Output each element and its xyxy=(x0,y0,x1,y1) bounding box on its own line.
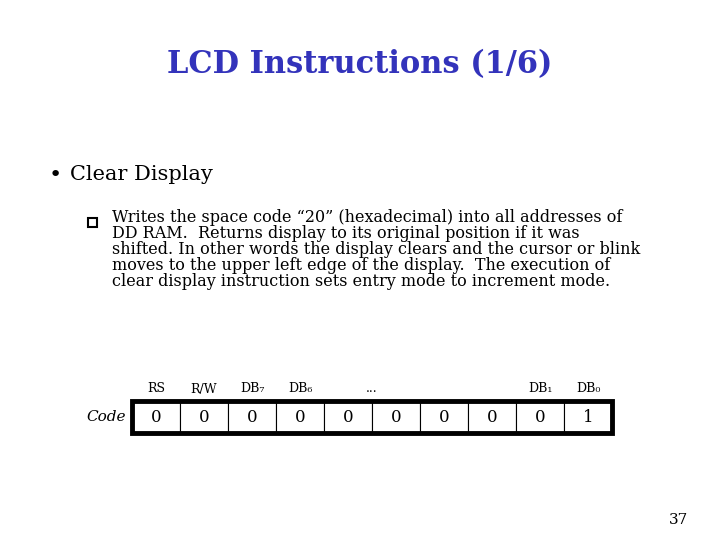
Text: 0: 0 xyxy=(391,408,401,426)
Text: •: • xyxy=(48,165,62,185)
Text: Clear Display: Clear Display xyxy=(70,165,213,185)
Text: shifted. In other words the display clears and the cursor or blink: shifted. In other words the display clea… xyxy=(112,241,640,259)
Text: 0: 0 xyxy=(294,408,305,426)
Text: DB₇: DB₇ xyxy=(240,382,264,395)
Text: 0: 0 xyxy=(535,408,545,426)
Bar xyxy=(420,401,468,433)
Text: DB₁: DB₁ xyxy=(528,382,552,395)
Text: ...: ... xyxy=(366,382,378,395)
Bar xyxy=(132,401,612,433)
Text: clear display instruction sets entry mode to increment mode.: clear display instruction sets entry mod… xyxy=(112,273,610,291)
Bar xyxy=(180,401,228,433)
Bar xyxy=(468,401,516,433)
Text: 37: 37 xyxy=(668,513,688,527)
Bar xyxy=(228,401,276,433)
Text: LCD Instructions (1/6): LCD Instructions (1/6) xyxy=(167,50,553,80)
Bar xyxy=(372,401,420,433)
Text: RS: RS xyxy=(147,382,165,395)
Text: moves to the upper left edge of the display.  The execution of: moves to the upper left edge of the disp… xyxy=(112,258,611,274)
Text: 0: 0 xyxy=(247,408,257,426)
Text: 0: 0 xyxy=(438,408,449,426)
Text: DB₀: DB₀ xyxy=(576,382,600,395)
Bar xyxy=(276,401,324,433)
Text: DD RAM.  Returns display to its original position if it was: DD RAM. Returns display to its original … xyxy=(112,226,580,242)
Bar xyxy=(132,401,180,433)
Bar xyxy=(324,401,372,433)
Text: 0: 0 xyxy=(199,408,210,426)
Text: DB₆: DB₆ xyxy=(288,382,312,395)
Text: 0: 0 xyxy=(487,408,498,426)
Text: 0: 0 xyxy=(343,408,354,426)
Text: 1: 1 xyxy=(582,408,593,426)
Bar xyxy=(564,401,612,433)
Bar xyxy=(516,401,564,433)
Text: Code: Code xyxy=(86,410,126,424)
Text: R/W: R/W xyxy=(191,382,217,395)
Text: 0: 0 xyxy=(150,408,161,426)
Text: Writes the space code “20” (hexadecimal) into all addresses of: Writes the space code “20” (hexadecimal)… xyxy=(112,210,622,226)
Bar xyxy=(88,218,96,226)
